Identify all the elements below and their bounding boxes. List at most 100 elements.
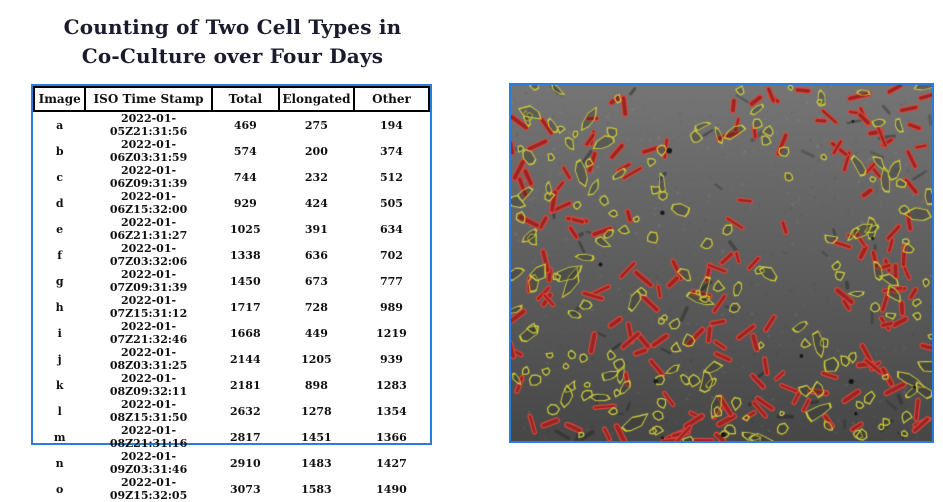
table-row: n 2022-01-09Z03:31:46 2910 1483 1427 — [34, 450, 429, 476]
cell-timestamp: 2022-01-08Z15:31:50 — [109, 398, 188, 424]
cell-image: l — [57, 404, 62, 418]
micrograph-image — [511, 85, 932, 441]
cell-total: 2632 — [229, 404, 261, 418]
cell-total: 744 — [233, 170, 257, 184]
cell-elongated: 898 — [304, 378, 328, 392]
cell-image: b — [55, 144, 64, 158]
cell-elongated: 424 — [304, 196, 328, 210]
cell-timestamp: 2022-01-06Z15:32:00 — [109, 190, 188, 216]
cell-timestamp: 2022-01-06Z21:31:27 — [109, 216, 188, 242]
cell-other: 505 — [379, 196, 403, 210]
cell-elongated: 673 — [304, 274, 328, 288]
cell-other: 512 — [379, 170, 403, 184]
cell-image: f — [57, 248, 63, 262]
cell-image: m — [53, 430, 66, 444]
cell-other: 1366 — [376, 430, 407, 444]
figure-title-line1: Counting of Two Cell Types in — [63, 15, 402, 39]
cell-timestamp: 2022-01-07Z15:31:12 — [109, 294, 188, 320]
cell-total: 1668 — [229, 326, 261, 340]
cell-total: 469 — [233, 118, 257, 132]
cell-elongated: 449 — [304, 326, 328, 340]
cell-total: 929 — [233, 196, 257, 210]
cell-total: 2817 — [229, 430, 261, 444]
cell-timestamp: 2022-01-08Z09:32:11 — [109, 372, 188, 398]
cell-other: 777 — [379, 274, 403, 288]
col-header-total: Total — [210, 86, 280, 112]
cell-other: 634 — [379, 222, 403, 236]
table-row: d 2022-01-06Z15:32:00 929 424 505 — [34, 190, 429, 216]
cell-elongated: 1451 — [301, 430, 332, 444]
cell-total: 1338 — [229, 248, 261, 262]
table-row: m 2022-01-08Z21:31:16 2817 1451 1366 — [34, 424, 429, 450]
cell-other: 194 — [379, 118, 403, 132]
cell-elongated: 636 — [304, 248, 328, 262]
cell-elongated: 728 — [304, 300, 328, 314]
cell-other: 1283 — [376, 378, 407, 392]
table-row: a 2022-01-05Z21:31:56 469 275 194 — [34, 111, 429, 138]
cell-total: 1025 — [229, 222, 261, 236]
cell-other: 1490 — [376, 482, 407, 496]
table-row: l 2022-01-08Z15:31:50 2632 1278 1354 — [34, 398, 429, 424]
cell-elongated: 391 — [304, 222, 328, 236]
cell-other: 1354 — [376, 404, 407, 418]
table-row: j 2022-01-08Z03:31:25 2144 1205 939 — [34, 346, 429, 372]
figure-title-line2: Co-Culture over Four Days — [81, 44, 384, 68]
cell-timestamp: 2022-01-07Z21:32:46 — [109, 320, 188, 346]
cell-total: 2181 — [229, 378, 261, 392]
cell-timestamp: 2022-01-08Z21:31:16 — [109, 424, 188, 450]
cell-image: e — [56, 222, 64, 236]
cell-timestamp: 2022-01-09Z15:32:05 — [109, 476, 188, 502]
cell-other: 1219 — [376, 326, 407, 340]
cell-image: a — [56, 118, 64, 132]
table-row: h 2022-01-07Z15:31:12 1717 728 989 — [34, 294, 429, 320]
cell-other: 374 — [379, 144, 403, 158]
cell-image: i — [57, 326, 62, 340]
cell-count-table-grid: Image ISO Time Stamp Total Elongated Oth… — [32, 86, 431, 502]
cell-image: j — [57, 352, 62, 366]
cell-total: 1717 — [229, 300, 261, 314]
micrograph-frame — [509, 83, 934, 443]
cell-image: d — [55, 196, 64, 210]
cell-timestamp: 2022-01-05Z21:31:56 — [109, 112, 188, 138]
table-row: k 2022-01-08Z09:32:11 2181 898 1283 — [34, 372, 429, 398]
cell-other: 702 — [379, 248, 403, 262]
col-header-timestamp: ISO Time Stamp — [84, 86, 213, 112]
cell-other: 939 — [379, 352, 403, 366]
cell-elongated: 232 — [304, 170, 328, 184]
cell-timestamp: 2022-01-09Z03:31:46 — [109, 450, 188, 476]
cell-timestamp: 2022-01-07Z09:31:39 — [109, 268, 188, 294]
cell-count-table: Image ISO Time Stamp Total Elongated Oth… — [31, 84, 432, 502]
cell-timestamp: 2022-01-06Z03:31:59 — [109, 138, 188, 164]
table-row: e 2022-01-06Z21:31:27 1025 391 634 — [34, 216, 429, 242]
cell-elongated: 200 — [304, 144, 328, 158]
cell-total: 2910 — [229, 456, 261, 470]
table-row: c 2022-01-06Z09:31:39 744 232 512 — [34, 164, 429, 190]
cell-image: n — [55, 456, 64, 470]
table-row: i 2022-01-07Z21:32:46 1668 449 1219 — [34, 320, 429, 346]
col-header-elongated: Elongated — [277, 86, 355, 112]
table-row: b 2022-01-06Z03:31:59 574 200 374 — [34, 138, 429, 164]
table-row: g 2022-01-07Z09:31:39 1450 673 777 — [34, 268, 429, 294]
cell-timestamp: 2022-01-06Z09:31:39 — [109, 164, 188, 190]
cell-elongated: 1583 — [301, 482, 332, 496]
cell-total: 2144 — [229, 352, 261, 366]
table-row: o 2022-01-09Z15:32:05 3073 1583 1490 — [34, 476, 429, 502]
col-header-other: Other — [352, 86, 431, 112]
cell-elongated: 1483 — [301, 456, 332, 470]
cell-image: o — [56, 482, 64, 496]
cell-total: 3073 — [229, 482, 261, 496]
col-header-image: Image — [32, 86, 87, 112]
cell-total: 574 — [233, 144, 257, 158]
table-row: f 2022-01-07Z03:32:06 1338 636 702 — [34, 242, 429, 268]
cell-timestamp: 2022-01-07Z03:32:06 — [109, 242, 188, 268]
cell-elongated: 1278 — [301, 404, 332, 418]
figure-title: Counting of Two Cell Types in Co-Culture… — [33, 13, 432, 71]
table-header-row: Image ISO Time Stamp Total Elongated Oth… — [32, 86, 431, 112]
cell-image: k — [55, 378, 64, 392]
cell-total: 1450 — [229, 274, 261, 288]
figure-page: { "figure": { "title_line1": "Counting o… — [31, 13, 934, 502]
cell-image: g — [55, 274, 64, 288]
cell-elongated: 275 — [304, 118, 328, 132]
cell-other: 1427 — [376, 456, 407, 470]
cell-elongated: 1205 — [301, 352, 332, 366]
